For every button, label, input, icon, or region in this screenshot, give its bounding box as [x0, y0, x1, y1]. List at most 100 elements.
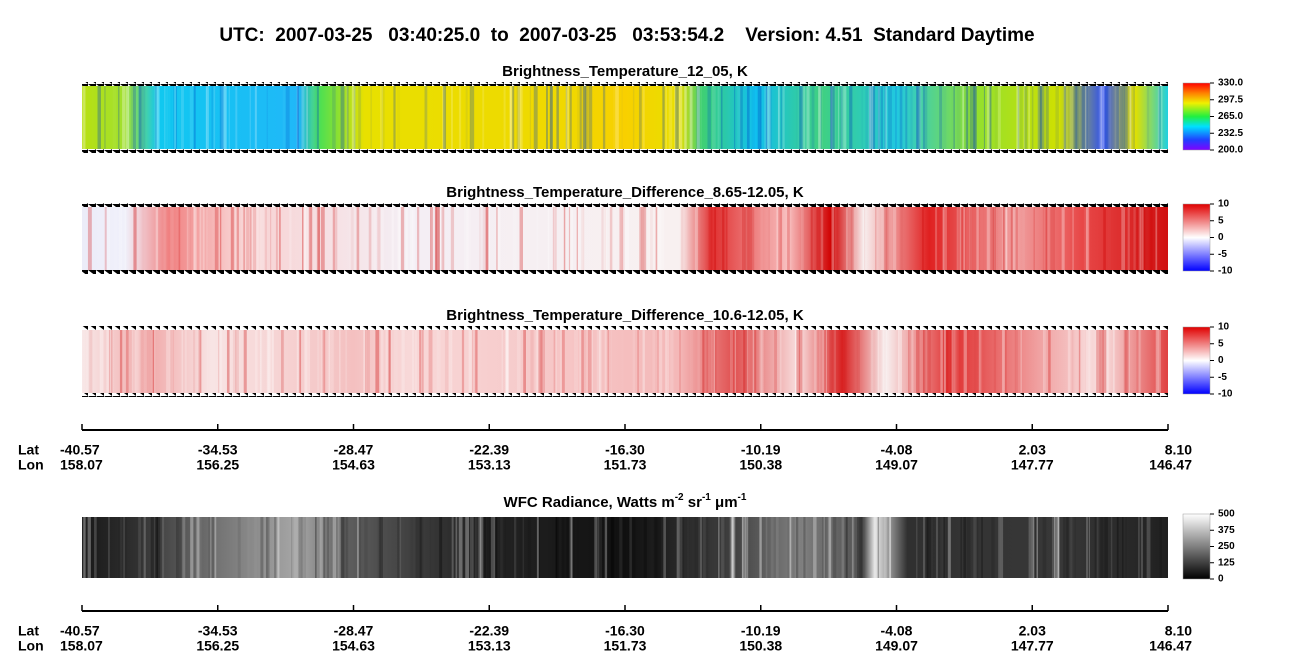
strip-texture — [301, 86, 305, 149]
strip-texture — [939, 86, 943, 149]
strip-texture — [718, 517, 721, 578]
strip-texture — [482, 86, 485, 149]
strip-texture — [169, 86, 170, 149]
strip-texture — [1102, 330, 1107, 393]
strip-texture — [699, 207, 703, 270]
lon-tick-label: 151.73 — [604, 638, 647, 654]
strip-texture — [322, 517, 326, 578]
strip-texture — [1086, 517, 1088, 578]
strip-texture — [87, 517, 91, 578]
strip-texture — [1043, 330, 1047, 393]
strip-texture — [741, 517, 744, 578]
strip-texture — [1073, 86, 1077, 149]
strip-texture — [962, 86, 965, 149]
lon-tick-label: 146.47 — [1149, 638, 1192, 654]
strip-texture — [322, 330, 326, 393]
strip-texture — [499, 207, 501, 270]
strip-texture — [520, 86, 523, 149]
strip-texture — [556, 86, 559, 149]
strip-texture — [1022, 207, 1026, 270]
strip-texture — [430, 517, 431, 578]
strip-texture — [657, 517, 661, 578]
lon-tick-label: 156.25 — [196, 457, 239, 473]
strip-texture — [1046, 207, 1051, 270]
strip-texture — [308, 207, 313, 270]
strip-texture — [436, 207, 440, 270]
strip-texture — [943, 86, 947, 149]
strip-texture — [199, 207, 202, 270]
strip-texture — [1112, 86, 1114, 149]
lat-tick-label: -16.30 — [605, 442, 645, 458]
strip-texture — [619, 207, 624, 270]
strip-texture — [581, 330, 585, 393]
strip-texture — [214, 517, 217, 578]
strip-texture — [832, 207, 837, 270]
strip-texture — [951, 330, 954, 393]
strip-texture — [517, 86, 522, 149]
strip-texture — [113, 86, 117, 149]
strip-texture — [149, 330, 152, 393]
strip-border — [82, 270, 1168, 274]
strip-texture — [1016, 86, 1020, 149]
strip-texture — [890, 207, 895, 270]
strip-texture — [895, 86, 897, 149]
strip-texture — [1120, 86, 1122, 149]
strip-texture — [981, 517, 983, 578]
strip-texture — [164, 86, 166, 149]
strip-texture — [958, 207, 962, 270]
strip-texture — [202, 207, 205, 270]
strip-texture — [865, 86, 869, 149]
strip-texture — [302, 207, 304, 270]
strip-texture — [169, 330, 173, 393]
strip-texture — [270, 207, 272, 270]
colorbar — [1182, 326, 1211, 395]
strip-texture — [304, 330, 309, 393]
strip-texture — [410, 207, 413, 270]
strip-texture — [943, 330, 946, 393]
strip-texture — [436, 330, 441, 393]
strip-texture — [925, 330, 928, 393]
strip-texture — [1077, 330, 1078, 393]
strip-texture — [166, 330, 171, 393]
strip-texture — [706, 330, 709, 393]
strip-texture — [983, 86, 985, 149]
colorbar-label: 232.5 — [1218, 128, 1243, 139]
strip-texture — [814, 86, 816, 149]
strip-texture — [234, 330, 239, 393]
strip-texture — [1156, 330, 1160, 393]
strip-texture — [582, 330, 586, 393]
strip-texture — [412, 330, 415, 393]
strip-texture — [743, 517, 746, 578]
strip-texture — [851, 517, 855, 578]
strip-texture — [813, 330, 817, 393]
strip-texture — [188, 207, 191, 270]
colorbar-label: 5 — [1218, 338, 1224, 349]
strip-texture — [1138, 207, 1141, 270]
strip-texture — [393, 86, 396, 149]
strip-texture — [159, 517, 164, 578]
lat-tick-label: -4.08 — [881, 623, 913, 639]
strip-texture — [363, 330, 367, 393]
strip-border — [82, 203, 1168, 207]
strip-texture — [998, 517, 1001, 578]
strip-texture — [721, 207, 723, 270]
strip-texture — [552, 207, 557, 270]
strip-texture — [415, 330, 417, 393]
strip-texture — [82, 86, 86, 149]
strip-texture — [470, 86, 475, 149]
strip-texture — [467, 207, 472, 270]
strip-texture — [353, 86, 356, 149]
strip-texture — [547, 207, 550, 270]
strip-texture — [335, 207, 338, 270]
strip-texture — [298, 517, 302, 578]
strip-texture — [875, 207, 877, 270]
colorbar-label: -10 — [1218, 389, 1233, 400]
strip-texture — [1107, 86, 1112, 149]
strip-texture — [134, 330, 139, 393]
strip-texture — [676, 517, 679, 578]
strip-texture — [922, 330, 927, 393]
strip-texture — [1041, 86, 1044, 149]
strip-texture — [478, 517, 482, 578]
strip-texture — [250, 207, 252, 270]
strip-texture — [296, 330, 300, 393]
